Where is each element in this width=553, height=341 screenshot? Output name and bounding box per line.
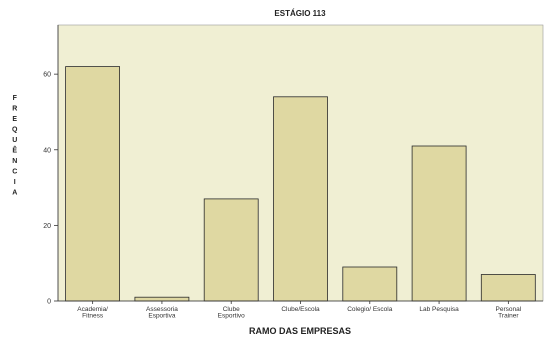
x-axis-label: RAMO DAS EMPRESAS [249, 326, 351, 336]
y-tick-label: 0 [47, 299, 51, 306]
x-category-label: Lab Pesquisa [419, 306, 459, 313]
bar-1 [134, 296, 190, 302]
y-axis-label-letter: R [12, 106, 18, 113]
x-category-label: Personal [496, 306, 522, 313]
bar-6 [480, 274, 536, 302]
bar-0 [65, 66, 120, 302]
x-category-label: Esportivo [218, 313, 245, 320]
y-axis-ticks: 0 20 40 60 [43, 72, 58, 306]
y-tick-label: 20 [43, 223, 51, 230]
y-axis-label-letter: U [12, 137, 18, 144]
x-category-label: Assessoria [146, 306, 178, 313]
chart-title: ESTÁGIO 113 [274, 9, 326, 18]
x-category-label: Fitness [82, 313, 104, 320]
y-axis-label-letter: N [12, 158, 18, 165]
x-category-label: Esportiva [148, 313, 175, 320]
x-category-label: Colegio/ Escola [347, 306, 393, 313]
y-axis-label-letter: F [13, 95, 18, 102]
y-axis-label-letter: Ê [12, 146, 17, 155]
y-axis-label-letter: A [12, 190, 18, 197]
bars [65, 66, 536, 302]
x-category-label: Academia/ [77, 306, 108, 313]
bar-3 [273, 96, 328, 302]
y-axis-label-letter: C [12, 169, 18, 176]
x-category-label: Trainer [498, 313, 519, 320]
y-axis-label-letter: E [12, 116, 17, 123]
y-axis-label-letter: I [14, 179, 16, 186]
bar-2 [203, 198, 259, 302]
x-category-label: Clube/Escola [281, 306, 320, 313]
bar-5 [411, 145, 467, 302]
bar-4 [342, 266, 398, 302]
y-tick-label: 40 [43, 147, 51, 154]
y-axis-label-letter: Q [12, 127, 18, 134]
y-tick-label: 60 [43, 72, 51, 79]
x-category-label: Clube [223, 306, 240, 313]
